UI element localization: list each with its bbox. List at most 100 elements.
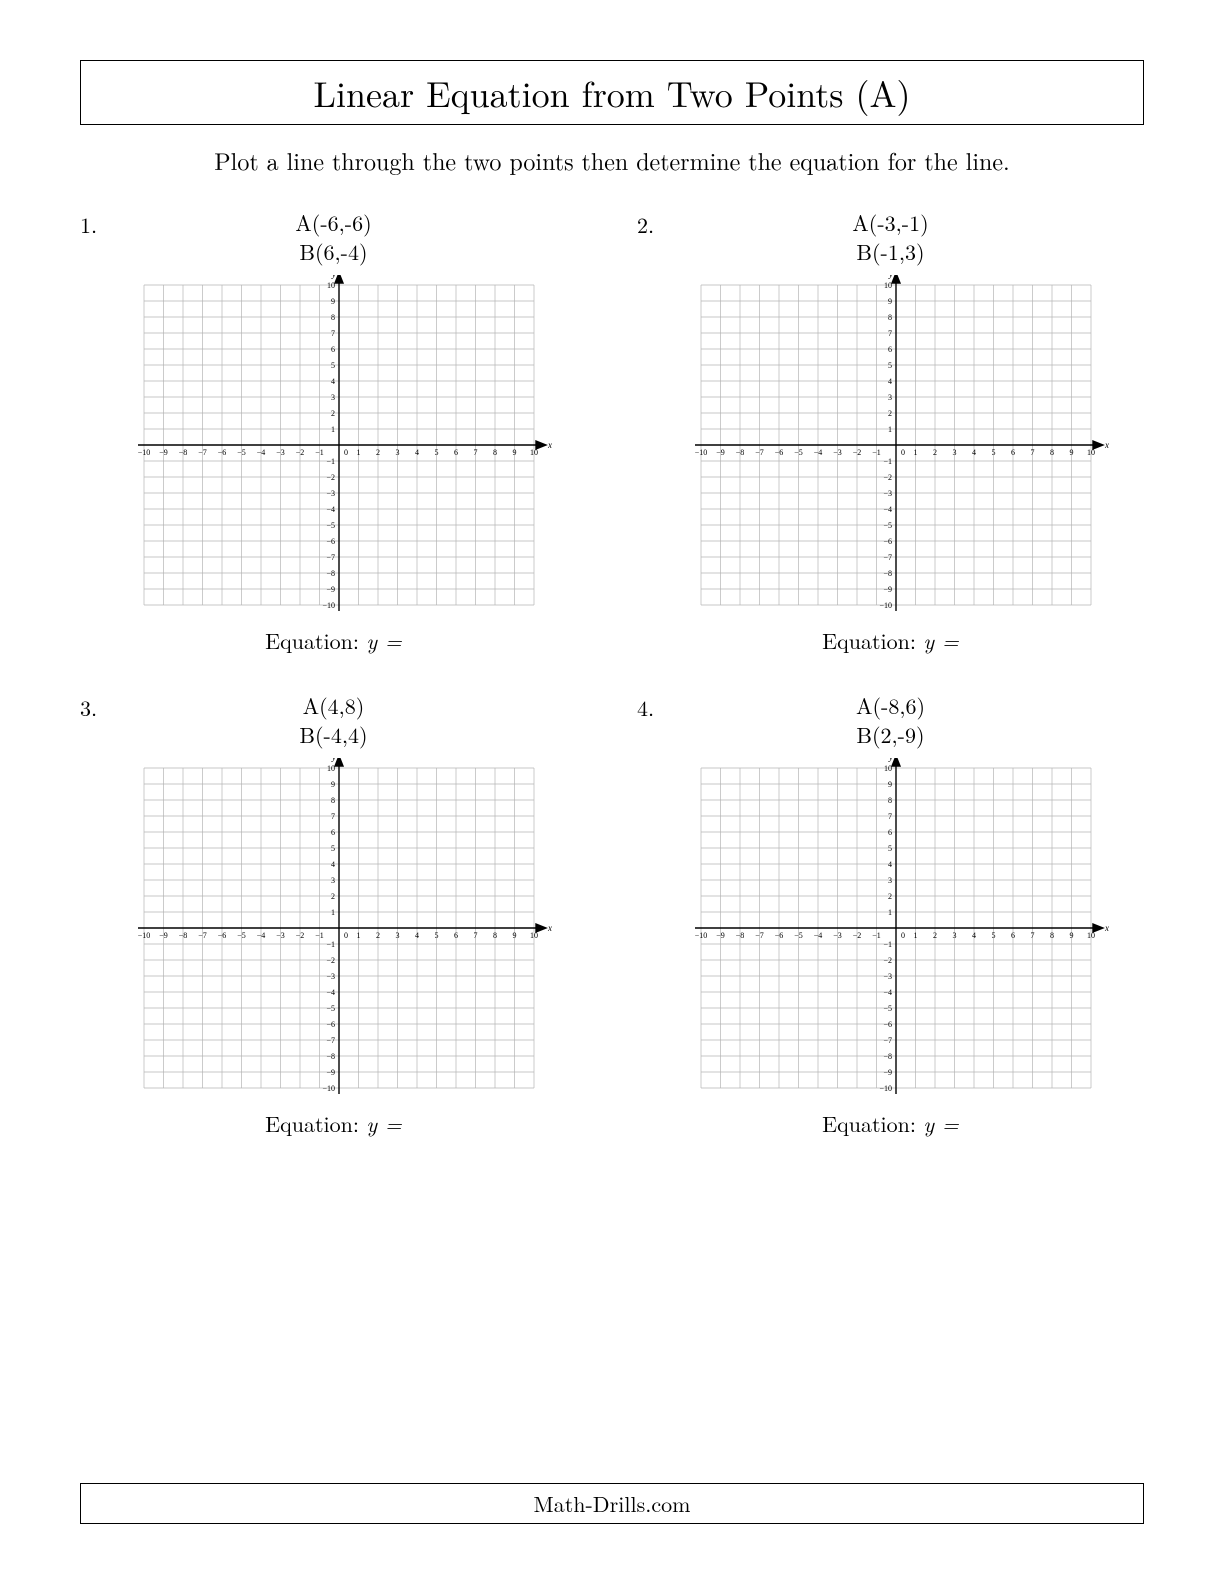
svg-text:7: 7 [1030, 448, 1034, 457]
svg-text:8: 8 [493, 448, 497, 457]
svg-text:−1: −1 [883, 457, 892, 466]
svg-text:2: 2 [933, 931, 937, 940]
svg-text:7: 7 [473, 931, 477, 940]
svg-text:−5: −5 [883, 1004, 892, 1013]
problem: 1. A(-6,-6) B(6,-4) −10−9−8−7−6−5−4−3−2−… [80, 209, 587, 656]
svg-text:4: 4 [331, 860, 335, 869]
problem-number: 2. [637, 209, 654, 240]
svg-text:1: 1 [913, 448, 917, 457]
svg-text:8: 8 [331, 796, 335, 805]
svg-text:−2: −2 [326, 956, 335, 965]
svg-text:y: y [331, 758, 336, 762]
svg-text:−9: −9 [716, 931, 725, 940]
equation-label: Equation: [822, 1108, 916, 1139]
svg-text:3: 3 [952, 448, 956, 457]
grid-container: −10−9−8−7−6−5−4−3−2−1012345678910−10−9−8… [637, 758, 1144, 1098]
svg-text:2: 2 [376, 931, 380, 940]
svg-text:−8: −8 [178, 931, 187, 940]
svg-text:−1: −1 [883, 940, 892, 949]
svg-text:−6: −6 [326, 537, 335, 546]
svg-text:−3: −3 [276, 448, 285, 457]
svg-text:−6: −6 [883, 537, 892, 546]
svg-text:1: 1 [913, 931, 917, 940]
problem-points: A(-3,-1) B(-1,3) [637, 209, 1144, 266]
svg-text:8: 8 [1050, 448, 1054, 457]
svg-text:9: 9 [888, 780, 892, 789]
svg-text:−1: −1 [872, 931, 881, 940]
svg-text:−1: −1 [315, 448, 324, 457]
svg-text:10: 10 [884, 281, 892, 290]
svg-text:6: 6 [331, 828, 335, 837]
equation-line: Equation: y = [637, 1108, 1144, 1139]
svg-text:8: 8 [331, 313, 335, 322]
svg-text:6: 6 [888, 345, 892, 354]
svg-text:8: 8 [888, 796, 892, 805]
svg-text:4: 4 [972, 931, 976, 940]
svg-text:y: y [331, 275, 336, 279]
svg-text:−10: −10 [694, 931, 707, 940]
svg-text:1: 1 [888, 908, 892, 917]
svg-text:4: 4 [415, 931, 419, 940]
problem-points: A(-6,-6) B(6,-4) [80, 209, 587, 266]
svg-text:−9: −9 [326, 585, 335, 594]
footer-box: Math-Drills.com [80, 1483, 1144, 1524]
svg-text:9: 9 [1069, 931, 1073, 940]
svg-text:−5: −5 [883, 521, 892, 530]
svg-text:−10: −10 [879, 1084, 892, 1093]
equation-variable: y = [366, 1108, 401, 1139]
problem-header: 2. A(-3,-1) B(-1,3) [637, 209, 1144, 269]
equation-variable: y = [366, 625, 401, 656]
svg-text:0: 0 [344, 448, 348, 457]
svg-text:x: x [547, 923, 552, 933]
svg-text:−4: −4 [326, 988, 335, 997]
equation-label: Equation: [265, 1108, 359, 1139]
problem: 4. A(-8,6) B(2,-9) −10−9−8−7−6−5−4−3−2−1… [637, 692, 1144, 1139]
svg-text:−10: −10 [879, 601, 892, 610]
problem-header: 4. A(-8,6) B(2,-9) [637, 692, 1144, 752]
svg-text:1: 1 [888, 425, 892, 434]
problem-points: A(4,8) B(-4,4) [80, 692, 587, 749]
svg-text:−2: −2 [326, 473, 335, 482]
point-a: A(-8,6) [637, 692, 1144, 721]
footer-text: Math-Drills.com [534, 1488, 691, 1519]
problem-number: 1. [80, 209, 97, 240]
svg-text:3: 3 [888, 876, 892, 885]
svg-text:y: y [888, 275, 893, 279]
svg-text:x: x [1104, 923, 1109, 933]
svg-text:2: 2 [888, 409, 892, 418]
equation-line: Equation: y = [80, 1108, 587, 1139]
svg-text:−4: −4 [256, 931, 265, 940]
svg-text:−1: −1 [326, 940, 335, 949]
svg-text:2: 2 [888, 892, 892, 901]
svg-text:7: 7 [888, 812, 892, 821]
svg-text:1: 1 [331, 425, 335, 434]
svg-text:−4: −4 [256, 448, 265, 457]
svg-text:1: 1 [356, 931, 360, 940]
svg-text:−3: −3 [326, 489, 335, 498]
problem-number: 4. [637, 692, 654, 723]
svg-text:6: 6 [1011, 448, 1015, 457]
svg-text:10: 10 [1087, 931, 1095, 940]
equation-line: Equation: y = [80, 625, 587, 656]
point-a: A(-3,-1) [637, 209, 1144, 238]
svg-text:−5: −5 [794, 448, 803, 457]
svg-text:10: 10 [327, 281, 335, 290]
svg-text:7: 7 [888, 329, 892, 338]
svg-text:6: 6 [454, 448, 458, 457]
svg-text:5: 5 [888, 361, 892, 370]
svg-text:5: 5 [434, 448, 438, 457]
svg-text:10: 10 [530, 448, 538, 457]
svg-text:−4: −4 [883, 505, 892, 514]
svg-text:−3: −3 [833, 448, 842, 457]
svg-text:8: 8 [1050, 931, 1054, 940]
svg-text:10: 10 [327, 764, 335, 773]
svg-text:−10: −10 [694, 448, 707, 457]
coordinate-grid: −10−9−8−7−6−5−4−3−2−1012345678910−10−9−8… [671, 275, 1111, 615]
svg-text:−7: −7 [755, 448, 764, 457]
problem: 2. A(-3,-1) B(-1,3) −10−9−8−7−6−5−4−3−2−… [637, 209, 1144, 656]
equation-label: Equation: [265, 625, 359, 656]
svg-text:5: 5 [991, 931, 995, 940]
svg-text:−2: −2 [883, 473, 892, 482]
coordinate-grid: −10−9−8−7−6−5−4−3−2−1012345678910−10−9−8… [114, 758, 554, 1098]
svg-text:−9: −9 [883, 585, 892, 594]
